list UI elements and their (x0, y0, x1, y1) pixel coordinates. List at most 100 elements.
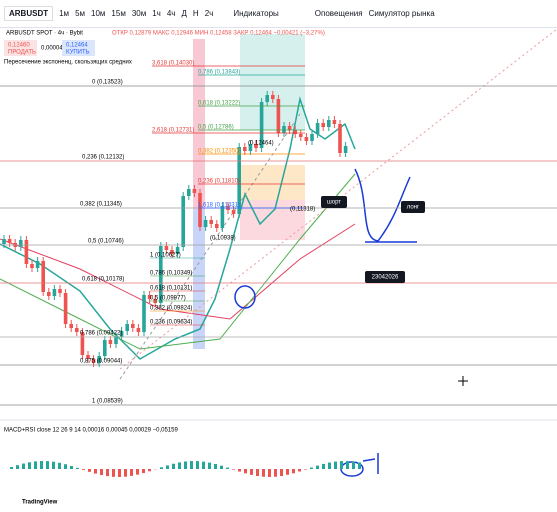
candle (58, 289, 62, 293)
candle (131, 324, 135, 328)
fib-ext-label: 0,618 (0,13222) (198, 101, 240, 107)
indicator-name: Пересечение экспоненц. скользящих средни… (4, 60, 132, 66)
macd-bar (112, 469, 115, 477)
spread: 0,00004 (41, 46, 63, 52)
macd-legend: MACD+RSI close 12 26 9 14 0,00016 0,0004… (4, 428, 178, 434)
macd-bar (136, 469, 139, 475)
candle (19, 240, 23, 247)
macd-bar (106, 469, 109, 477)
legend-title: ARBUSDT SPOT · 4ч · Bybit (6, 31, 83, 37)
fib-low-label: 0,382 (0,09824) (150, 306, 192, 312)
interval[interactable]: 1м (59, 9, 70, 18)
macd-bar (214, 464, 217, 469)
macd-bar (28, 462, 31, 469)
buy-btn[interactable] (62, 40, 95, 56)
candle (24, 240, 29, 264)
macd-bar (22, 463, 25, 469)
candle (203, 220, 208, 227)
macd-bar (226, 467, 229, 469)
macd-bar (160, 467, 163, 469)
candle (265, 95, 269, 102)
interval[interactable]: 30м (131, 9, 147, 18)
symbol[interactable]: ARBUSDT (4, 6, 54, 21)
macd-bar (34, 461, 37, 469)
fib-ext-label: 3,618 (0,14030) (152, 61, 194, 67)
fib-ext-label: 0,786 (0,13843) (198, 70, 240, 76)
candle (181, 196, 185, 247)
candle (119, 331, 124, 337)
buy: КУПИТЬ (66, 50, 90, 56)
candle (293, 130, 297, 134)
interval[interactable]: 5м (75, 9, 86, 18)
macd-bar (142, 469, 145, 474)
candle (254, 144, 258, 148)
candle (97, 356, 101, 363)
interval[interactable]: 1ч (152, 9, 161, 18)
candle (91, 359, 96, 363)
macd-bar (358, 462, 361, 469)
toolbar: ARBUSDT 1м 5м 10м 15м 30м 1ч 4ч Д Н 2ч Индикаторы… (0, 0, 557, 28)
macd-bar (352, 461, 355, 469)
band (193, 39, 205, 209)
interval[interactable]: 4ч (166, 9, 176, 18)
macd-bar (268, 469, 271, 477)
macd-bar (118, 469, 121, 477)
indicators[interactable]: Индикаторы (233, 9, 279, 18)
macd-bar (244, 469, 247, 474)
ema (0, 223, 356, 320)
macd-bar (178, 462, 181, 469)
macd-bar (148, 469, 151, 472)
brand: TradingView (22, 500, 58, 506)
sell-btn[interactable] (4, 40, 37, 56)
macd-bar (280, 469, 283, 477)
candle (136, 328, 141, 332)
interval[interactable]: 10м (91, 9, 106, 18)
macd-bar (286, 469, 289, 475)
macd-bar (94, 469, 97, 474)
macd-bar (310, 467, 313, 469)
candle (69, 324, 73, 328)
macd-bar (190, 461, 193, 469)
interval[interactable]: 15м (111, 9, 126, 18)
tag (321, 196, 347, 208)
interval[interactable]: Д (181, 9, 187, 18)
candle (338, 124, 342, 153)
candle (198, 193, 202, 227)
tag (365, 271, 405, 283)
interval[interactable]: 2ч (204, 9, 214, 18)
legend-ohlc: ОТКР 0,12879 МАКС 0,12946 МИН 0,12458 ЗА… (112, 31, 325, 37)
candle (192, 189, 197, 193)
tag-text: лонг (407, 205, 420, 211)
candle (103, 340, 107, 356)
fib-label: 1 (0,08539) (92, 399, 123, 405)
candle (80, 332, 85, 355)
macd-bar (16, 465, 19, 469)
drawing (362, 453, 379, 474)
macd-bar (202, 461, 205, 469)
candle (86, 355, 90, 359)
tag-text: 23042026 (372, 275, 399, 281)
tag-text: шорт (327, 200, 341, 206)
fib-label: 0,236 (0,12132) (82, 155, 124, 161)
candle (271, 95, 275, 99)
replay[interactable]: Симулятор рынка (368, 9, 435, 18)
candle (310, 134, 314, 141)
price-mark: (0,10938) (210, 236, 236, 242)
macd-bar (208, 462, 211, 469)
candle (282, 126, 286, 133)
macd-bar (220, 465, 223, 469)
candle (41, 261, 45, 292)
candle (332, 120, 337, 124)
macd-bar (40, 461, 43, 469)
macd-bar (100, 469, 103, 476)
candle (142, 295, 146, 332)
interval[interactable]: Н (192, 9, 199, 18)
trendline (119, 113, 301, 380)
macd-bar (64, 464, 67, 469)
candle (52, 289, 57, 296)
fib-label: 0,5 (0,10746) (88, 239, 124, 245)
alerts[interactable]: Оповещения (314, 9, 363, 18)
candle (315, 123, 320, 134)
sell: ПРОДАТЬ (8, 50, 36, 56)
